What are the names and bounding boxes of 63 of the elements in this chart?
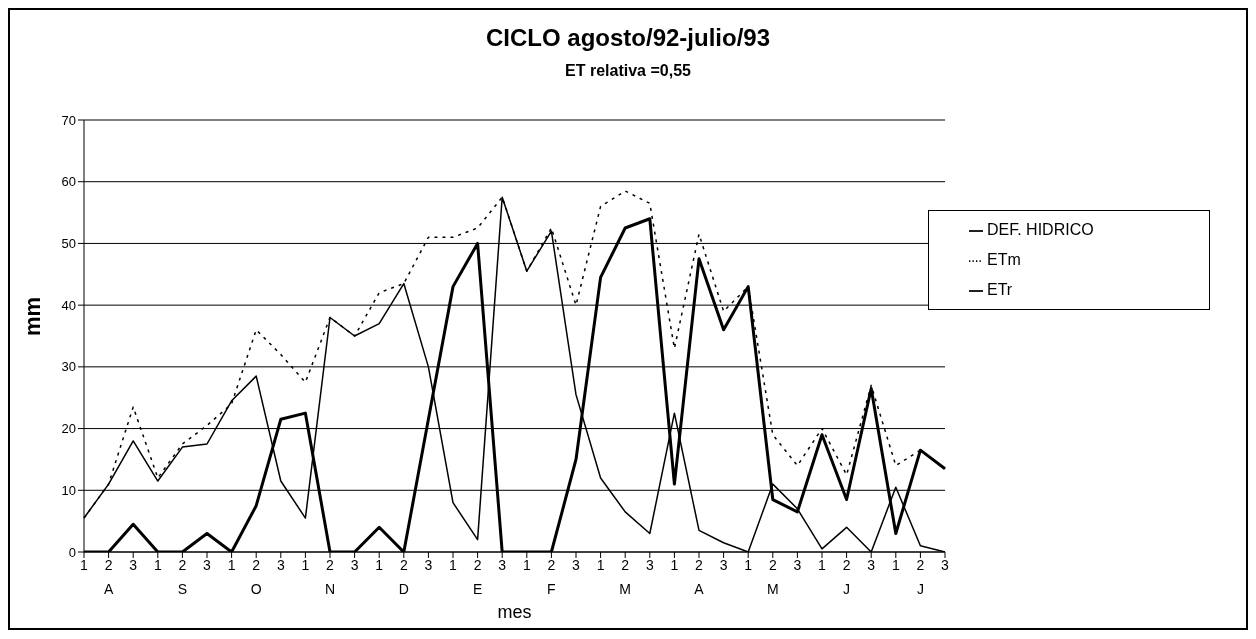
x-tick-label: 3 [203, 556, 212, 573]
text: M [766, 580, 779, 597]
x-tick-label: 2 [695, 556, 704, 573]
legend-label: ETr [987, 281, 1013, 298]
x-tick-label: 2 [547, 556, 556, 573]
x-tick-label: 2 [399, 556, 408, 573]
x-tick-label: 2 [916, 556, 925, 573]
legend-label: ETm [987, 251, 1021, 268]
x-tick-label: 3 [350, 556, 359, 573]
x-tick-label: 3 [719, 556, 728, 573]
x-tick-label: 3 [276, 556, 285, 573]
x-tick-label: 1 [153, 556, 162, 573]
x-tick-label: 1 [596, 556, 605, 573]
x-tick-label: 3 [424, 556, 433, 573]
y-tick-label: 0 [68, 544, 76, 560]
x-tick-label: 3 [793, 556, 802, 573]
x-tick-label: 1 [744, 556, 753, 573]
text: S [177, 580, 188, 597]
y-tick-label: 20 [61, 421, 76, 437]
y-tick-label: 10 [61, 482, 76, 498]
x-tick-label: 3 [645, 556, 654, 573]
x-tick-label: 3 [572, 556, 581, 573]
text: D [398, 580, 409, 597]
x-tick-label: 1 [227, 556, 236, 573]
x-tick-label: 2 [768, 556, 777, 573]
x-tick-label: 1 [80, 556, 89, 573]
text: N [324, 580, 336, 597]
text: O [250, 580, 262, 597]
y-tick-label: 60 [61, 174, 76, 190]
x-tick-label: 2 [326, 556, 335, 573]
y-tick-label: 50 [61, 236, 76, 252]
text: M [619, 580, 632, 597]
y-tick-label: 30 [61, 359, 76, 375]
x-tick-label: 1 [449, 556, 458, 573]
x-tick-label: 2 [621, 556, 630, 573]
x-tick-label: 1 [670, 556, 679, 573]
chart-subtitle: ET relativa =0,55 [564, 62, 692, 80]
x-tick-label: 3 [941, 556, 950, 573]
y-tick-label: 40 [61, 297, 76, 313]
text: A [694, 580, 705, 597]
x-tick-label: 1 [891, 556, 900, 573]
y-tick-label: 70 [61, 112, 76, 128]
y-axis-title: mm [19, 296, 45, 336]
x-tick-label: 2 [842, 556, 851, 573]
text: J [916, 580, 924, 597]
text: J [843, 580, 851, 597]
x-tick-label: 3 [498, 556, 507, 573]
chart-title: CICLO agosto/92-julio/93 [484, 24, 771, 52]
x-tick-label: 2 [104, 556, 113, 573]
x-tick-label: 2 [178, 556, 187, 573]
x-tick-label: 1 [522, 556, 531, 573]
x-tick-label: 1 [301, 556, 310, 573]
x-tick-label: 2 [252, 556, 261, 573]
text: F [547, 580, 556, 597]
x-tick-label: 1 [375, 556, 384, 573]
text: A [103, 580, 114, 597]
x-tick-label: 3 [129, 556, 138, 573]
x-tick-label: 3 [867, 556, 876, 573]
text: E [472, 580, 483, 597]
x-tick-label: 2 [473, 556, 482, 573]
x-axis-title: mes [497, 602, 532, 622]
legend-label: DEF. HIDRICO [987, 221, 1094, 238]
x-tick-label: 1 [818, 556, 827, 573]
